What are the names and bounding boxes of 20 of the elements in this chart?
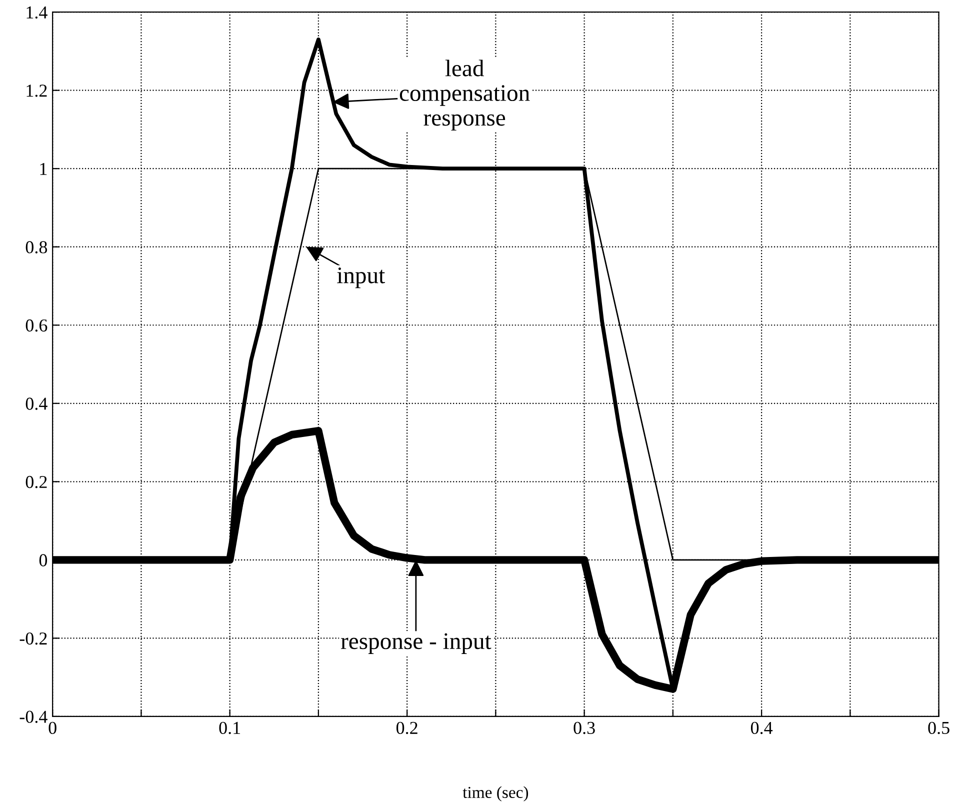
y-tick-label: 1.4 <box>26 6 48 19</box>
x-tick-label: 0.2 <box>396 722 418 734</box>
y-tick-label: 0 <box>39 554 48 566</box>
annotation: response - input <box>340 633 492 654</box>
y-tick-label: -0.4 <box>20 710 48 723</box>
annotation: lead compensation response <box>400 60 530 131</box>
y-tick-label: 1 <box>40 162 47 175</box>
x-axis-title: time (sec) <box>462 786 528 802</box>
y-tick-label: 0.2 <box>26 476 47 488</box>
y-tick-label: 1.2 <box>26 84 47 97</box>
x-tick-label: 0.3 <box>574 722 595 734</box>
x-tick-label: 0 <box>48 722 56 734</box>
y-tick-label: 0.8 <box>26 241 48 254</box>
x-tick-label: 0.5 <box>928 722 950 734</box>
x-tick-label: 0.1 <box>219 722 240 734</box>
y-tick-label: -0.2 <box>20 632 47 645</box>
x-tick-label: 0.4 <box>750 722 773 734</box>
y-tick-label: 0.6 <box>26 319 48 332</box>
y-tick-label: 0.4 <box>26 398 48 410</box>
annotation: input <box>337 267 385 288</box>
